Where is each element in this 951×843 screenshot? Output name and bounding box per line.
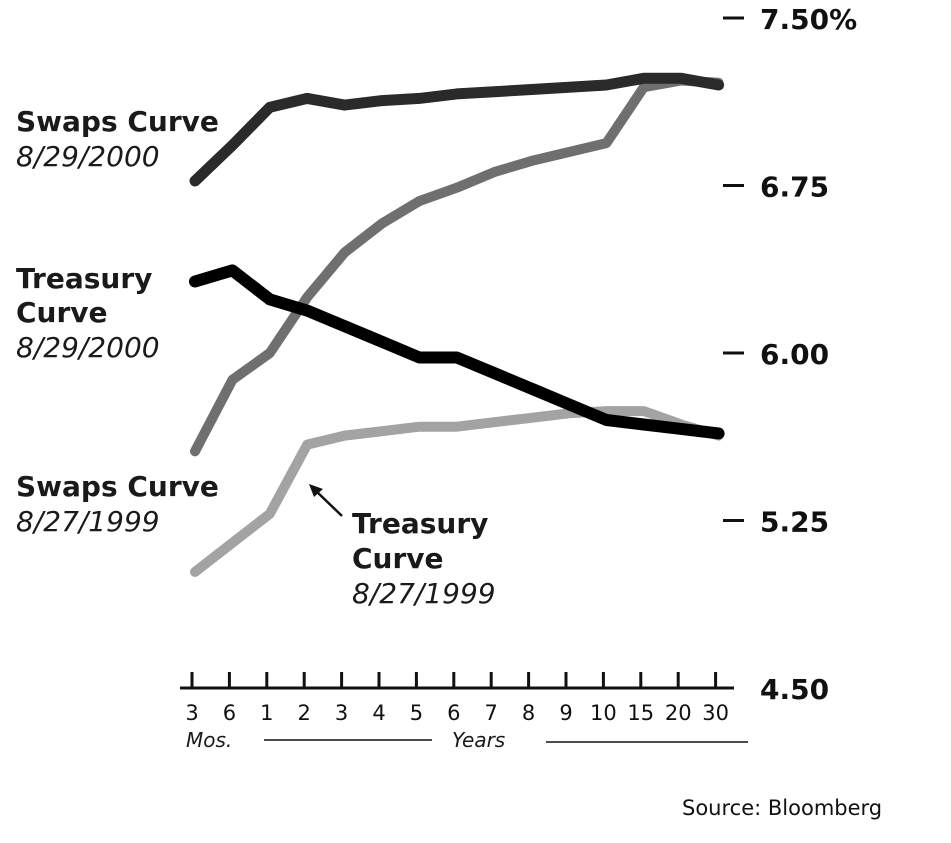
series-line-swaps-1999	[190, 75, 724, 457]
series-label-swaps-1999: Swaps Curve 8/27/1999	[16, 470, 219, 538]
x-tick-label: 3	[185, 701, 198, 725]
x-tick-label: 7	[485, 701, 498, 725]
x-tick-label: 1	[260, 701, 273, 725]
y-tick-label: 6.00	[760, 338, 829, 371]
x-tick-label: 9	[559, 701, 572, 725]
x-tick-label: 4	[372, 701, 385, 725]
x-tick-label: 3	[335, 701, 348, 725]
y-tick-label: 7.50%	[760, 3, 857, 36]
x-tick-label: 10	[590, 701, 617, 725]
source-note: Source: Bloomberg	[682, 796, 882, 820]
series-label-treasury-2000: Treasury Curve 8/29/2000	[16, 262, 160, 364]
series-label-date: 8/29/2000	[16, 140, 160, 173]
x-axis-months-label: Mos.	[186, 728, 232, 752]
series-label-swaps-2000: Swaps Curve 8/29/2000	[16, 105, 219, 173]
series-label-line: Swaps Curve	[16, 105, 219, 138]
series-label-line: Curve	[16, 296, 108, 329]
series-label-line: Treasury	[352, 507, 488, 540]
series-line-treasury-2000	[189, 264, 725, 440]
y-tick-label: 5.25	[760, 506, 829, 539]
x-tick-label: 6	[447, 701, 460, 725]
annotation-arrow	[309, 484, 343, 517]
y-axis: 7.50% 6.75 6.00 5.25 4.50	[723, 3, 857, 706]
series-label-line: Treasury	[16, 262, 152, 295]
series-label-line: Curve	[352, 542, 444, 575]
x-tick-label: 2	[298, 701, 311, 725]
series-label-treasury-1999: Treasury Curve 8/27/1999	[352, 507, 496, 610]
x-tick-label: 8	[522, 701, 535, 725]
series-label-line: Swaps Curve	[16, 470, 219, 503]
y-tick-label: 4.50	[760, 673, 829, 706]
series-label-date: 8/27/1999	[16, 505, 160, 538]
x-axis-years-label: Years	[452, 728, 505, 752]
x-tick-label: 5	[410, 701, 423, 725]
series-label-date: 8/29/2000	[16, 331, 160, 364]
x-axis: 3 6 1 2 3 4 5 6 7 8 9 10 15 20 30	[180, 672, 734, 725]
series-label-date: 8/27/1999	[352, 577, 496, 610]
y-tick-label: 6.75	[760, 171, 829, 204]
series-line-treasury-1999	[190, 406, 724, 577]
x-tick-label: 6	[223, 701, 236, 725]
series-layer	[189, 72, 725, 577]
x-tick-label: 30	[702, 701, 729, 725]
series-line-swaps-2000	[189, 72, 725, 187]
x-tick-label: 15	[627, 701, 654, 725]
x-tick-label: 20	[665, 701, 692, 725]
